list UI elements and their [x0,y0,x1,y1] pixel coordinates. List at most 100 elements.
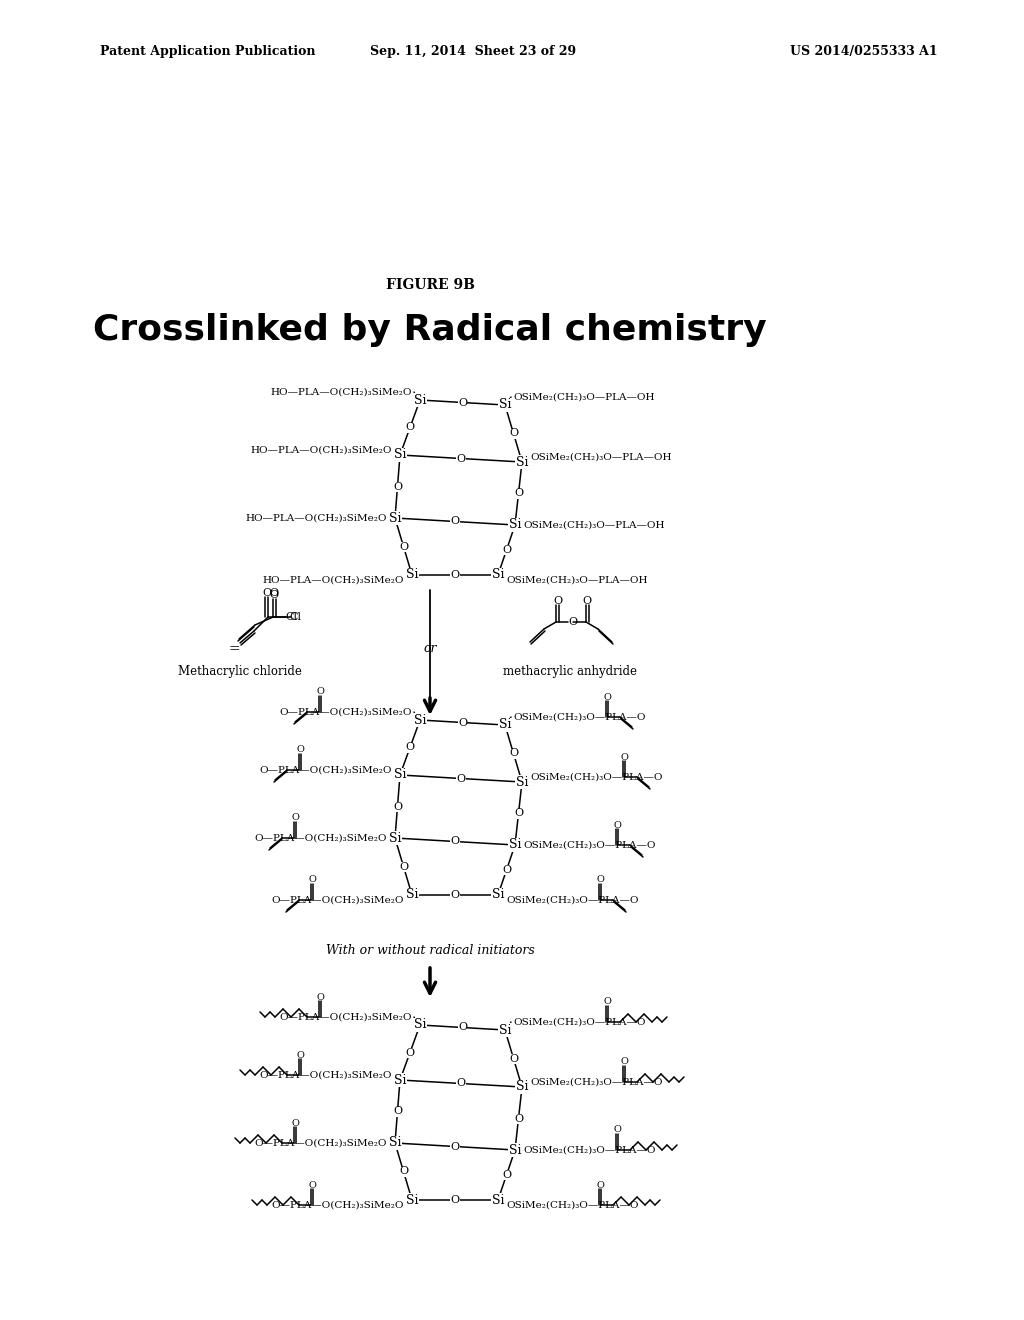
Text: O—PLA—O(CH₂)₃SiMe₂O: O—PLA—O(CH₂)₃SiMe₂O [271,895,404,904]
Text: O: O [613,821,621,829]
Text: O: O [621,752,628,762]
Text: OSiMe₂(CH₂)₃O—PLA—OH: OSiMe₂(CH₂)₃O—PLA—OH [523,520,665,529]
Text: O: O [514,808,523,818]
Text: O: O [509,429,518,438]
Text: Cl: Cl [285,612,297,622]
Text: OSiMe₂(CH₂)₃O—PLA—O: OSiMe₂(CH₂)₃O—PLA—O [506,895,639,904]
Text: OSiMe₂(CH₂)₃O—PLA—O: OSiMe₂(CH₂)₃O—PLA—O [523,841,655,850]
Text: O: O [308,875,316,884]
Text: O: O [457,774,466,784]
Text: O: O [262,587,271,598]
Text: Si: Si [492,569,504,582]
Text: O: O [269,587,279,598]
Text: O: O [451,837,460,846]
Text: FIGURE 9B: FIGURE 9B [386,279,474,292]
Text: Si: Si [406,569,418,582]
Text: Si: Si [509,1143,521,1156]
Text: O: O [514,1114,523,1123]
Text: O: O [596,875,604,884]
Text: Si: Si [516,455,528,469]
Text: O: O [399,1167,408,1176]
Text: O: O [451,1142,460,1151]
Text: O: O [393,801,402,812]
Text: O: O [583,597,592,606]
Text: O: O [296,746,304,755]
Text: O: O [451,516,460,527]
Text: Si: Si [499,399,511,412]
Text: Si: Si [499,1023,511,1036]
Text: Si: Si [406,888,418,902]
Text: Si: Si [516,1081,528,1093]
Text: HO—PLA—O(CH₂)₃SiMe₂O: HO—PLA—O(CH₂)₃SiMe₂O [270,388,412,396]
Text: O: O [406,742,415,752]
Text: O: O [457,1078,466,1089]
Text: O—PLA—O(CH₂)₃SiMe₂O: O—PLA—O(CH₂)₃SiMe₂O [259,1071,392,1080]
Text: O: O [291,1118,299,1127]
Text: Si: Si [516,776,528,788]
Text: OSiMe₂(CH₂)₃O—PLA—O: OSiMe₂(CH₂)₃O—PLA—O [506,1200,639,1209]
Text: =: = [228,642,240,656]
Text: O: O [316,688,324,697]
Text: O: O [457,454,466,463]
Text: O: O [316,993,324,1002]
Text: Si: Si [414,1019,426,1031]
Text: O: O [291,813,299,822]
Text: O: O [296,1051,304,1060]
Text: O: O [514,488,523,499]
Text: Patent Application Publication: Patent Application Publication [100,45,315,58]
Text: O—PLA—O(CH₂)₃SiMe₂O: O—PLA—O(CH₂)₃SiMe₂O [271,1200,404,1209]
Text: Cl: Cl [289,612,301,622]
Text: Sep. 11, 2014  Sheet 23 of 29: Sep. 11, 2014 Sheet 23 of 29 [370,45,577,58]
Text: methacrylic anhydride: methacrylic anhydride [503,665,637,678]
Text: O: O [451,1195,460,1205]
Text: O: O [603,998,611,1006]
Text: Si: Si [394,768,407,781]
Text: Si: Si [492,888,504,902]
Text: OSiMe₂(CH₂)₃O—PLA—O: OSiMe₂(CH₂)₃O—PLA—O [530,772,663,781]
Text: Si: Si [394,449,407,462]
Text: O: O [603,693,611,701]
Text: Si: Si [509,519,521,532]
Text: OSiMe₂(CH₂)₃O—PLA—O: OSiMe₂(CH₂)₃O—PLA—O [523,1146,655,1155]
Text: O: O [621,1057,628,1067]
Text: O: O [502,865,511,875]
Text: O: O [399,541,408,552]
Text: O: O [596,1180,604,1189]
Text: HO—PLA—O(CH₂)₃SiMe₂O: HO—PLA—O(CH₂)₃SiMe₂O [246,513,387,523]
Text: O: O [308,1180,316,1189]
Text: O: O [451,890,460,900]
Text: O: O [502,545,511,554]
Text: O: O [568,616,578,627]
Text: O: O [406,1048,415,1057]
Text: OSiMe₂(CH₂)₃O—PLA—O: OSiMe₂(CH₂)₃O—PLA—O [530,1077,663,1086]
Text: OSiMe₂(CH₂)₃O—PLA—OH: OSiMe₂(CH₂)₃O—PLA—OH [530,453,672,462]
Text: HO—PLA—O(CH₂)₃SiMe₂O: HO—PLA—O(CH₂)₃SiMe₂O [262,576,404,585]
Text: OSiMe₂(CH₂)₃O—PLA—O: OSiMe₂(CH₂)₃O—PLA—O [513,1018,645,1027]
Text: or: or [423,642,437,655]
Text: Si: Si [406,1193,418,1206]
Text: O: O [613,1126,621,1134]
Text: O—PLA—O(CH₂)₃SiMe₂O: O—PLA—O(CH₂)₃SiMe₂O [280,1012,412,1022]
Text: O—PLA—O(CH₂)₃SiMe₂O: O—PLA—O(CH₂)₃SiMe₂O [255,833,387,842]
Text: Crosslinked by Radical chemistry: Crosslinked by Radical chemistry [93,313,767,347]
Text: Si: Si [509,838,521,851]
Text: O: O [458,397,467,408]
Text: O: O [393,1106,402,1117]
Text: Si: Si [414,714,426,726]
Text: Si: Si [389,1137,401,1150]
Text: OSiMe₂(CH₂)₃O—PLA—OH: OSiMe₂(CH₂)₃O—PLA—OH [513,392,654,401]
Text: O: O [451,570,460,579]
Text: O: O [509,748,518,759]
Text: O—PLA—O(CH₂)₃SiMe₂O: O—PLA—O(CH₂)₃SiMe₂O [255,1138,387,1147]
Text: O—PLA—O(CH₂)₃SiMe₂O: O—PLA—O(CH₂)₃SiMe₂O [280,708,412,717]
Text: O: O [458,718,467,727]
Text: Si: Si [394,1073,407,1086]
Text: O: O [393,482,402,491]
Text: O: O [399,862,408,871]
Text: Si: Si [492,1193,504,1206]
Text: O: O [553,597,562,606]
Text: Methacrylic chloride: Methacrylic chloride [178,665,302,678]
Text: US 2014/0255333 A1: US 2014/0255333 A1 [790,45,938,58]
Text: O: O [406,422,415,433]
Text: O: O [458,1023,467,1032]
